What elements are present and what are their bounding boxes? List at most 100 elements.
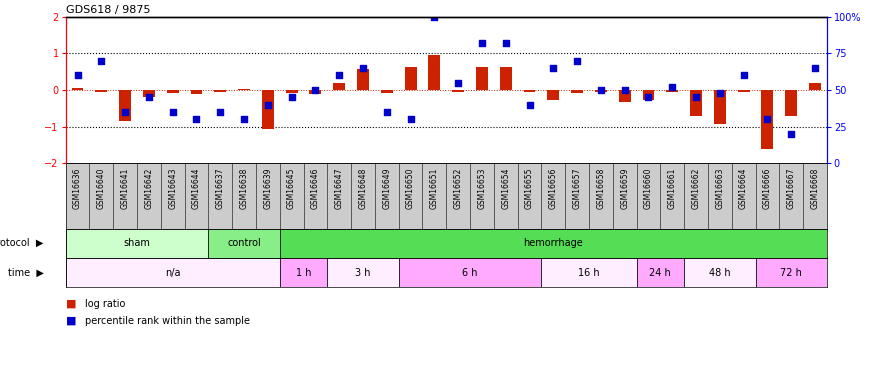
Text: GSM16657: GSM16657 <box>572 168 582 209</box>
Bar <box>690 90 702 116</box>
Text: GSM16646: GSM16646 <box>311 168 320 209</box>
Bar <box>72 88 83 90</box>
Bar <box>571 90 583 93</box>
Text: GSM16639: GSM16639 <box>263 168 272 209</box>
Text: GSM16649: GSM16649 <box>382 168 391 209</box>
Bar <box>785 90 797 116</box>
Bar <box>738 90 750 92</box>
Text: 24 h: 24 h <box>649 268 671 278</box>
Text: sham: sham <box>123 238 150 248</box>
Text: GSM16636: GSM16636 <box>73 168 82 209</box>
Text: 1 h: 1 h <box>296 268 311 278</box>
Text: protocol  ▶: protocol ▶ <box>0 238 44 248</box>
Point <box>332 72 346 78</box>
Bar <box>500 68 512 90</box>
Bar <box>404 68 416 90</box>
Bar <box>809 83 821 90</box>
Bar <box>714 90 725 124</box>
Point <box>546 65 560 71</box>
Text: log ratio: log ratio <box>85 299 125 309</box>
Point <box>713 90 727 96</box>
Point <box>165 109 179 115</box>
Bar <box>642 90 654 100</box>
Text: GSM16654: GSM16654 <box>501 168 510 209</box>
Text: GDS618 / 9875: GDS618 / 9875 <box>66 5 150 15</box>
Bar <box>399 258 542 287</box>
Point <box>570 58 584 64</box>
Text: GSM16648: GSM16648 <box>359 168 368 209</box>
Text: GSM16640: GSM16640 <box>97 168 106 209</box>
Point <box>618 87 632 93</box>
Text: percentile rank within the sample: percentile rank within the sample <box>85 316 250 326</box>
Point <box>737 72 751 78</box>
Text: GSM16656: GSM16656 <box>549 168 557 209</box>
Point <box>452 80 466 86</box>
Point <box>499 40 513 46</box>
Bar <box>542 258 637 287</box>
Point <box>427 14 441 20</box>
Text: 16 h: 16 h <box>578 268 599 278</box>
Bar <box>595 90 607 92</box>
Text: GSM16637: GSM16637 <box>216 168 225 209</box>
Text: 48 h: 48 h <box>709 268 731 278</box>
Text: hemorrhage: hemorrhage <box>523 238 583 248</box>
Text: GSM16652: GSM16652 <box>453 168 463 209</box>
Text: 6 h: 6 h <box>462 268 478 278</box>
Point <box>475 40 489 46</box>
Bar <box>761 90 774 149</box>
Point <box>71 72 85 78</box>
Text: GSM16663: GSM16663 <box>716 168 724 209</box>
Text: GSM16643: GSM16643 <box>168 168 177 209</box>
Point <box>284 94 298 100</box>
Bar <box>357 69 369 90</box>
Point <box>237 116 251 122</box>
Point <box>641 94 655 100</box>
Bar <box>452 90 464 92</box>
Text: GSM16644: GSM16644 <box>192 168 201 209</box>
Bar <box>167 90 178 93</box>
Point <box>380 109 394 115</box>
Bar <box>119 90 131 121</box>
Text: GSM16658: GSM16658 <box>597 168 605 209</box>
Bar <box>66 258 280 287</box>
Bar <box>310 90 321 94</box>
Text: GSM16659: GSM16659 <box>620 168 629 209</box>
Bar <box>755 258 827 287</box>
Point <box>689 94 703 100</box>
Text: control: control <box>228 238 261 248</box>
Point <box>403 116 417 122</box>
Bar <box>523 90 536 92</box>
Text: GSM16651: GSM16651 <box>430 168 439 209</box>
Point <box>94 58 108 64</box>
Point <box>665 84 679 90</box>
Bar <box>214 90 227 92</box>
Point <box>142 94 156 100</box>
Bar <box>95 90 108 92</box>
Text: GSM16666: GSM16666 <box>763 168 772 209</box>
Text: 72 h: 72 h <box>780 268 802 278</box>
Point <box>261 102 275 108</box>
Text: 3 h: 3 h <box>355 268 371 278</box>
Text: GSM16653: GSM16653 <box>478 168 487 209</box>
Text: n/a: n/a <box>164 268 180 278</box>
Text: GSM16645: GSM16645 <box>287 168 296 209</box>
Text: time  ▶: time ▶ <box>8 268 44 278</box>
Text: GSM16661: GSM16661 <box>668 168 676 209</box>
Bar <box>548 90 559 100</box>
Bar <box>191 90 202 94</box>
Bar <box>327 258 399 287</box>
Point <box>594 87 608 93</box>
Bar <box>476 68 488 90</box>
Bar <box>238 89 250 90</box>
Point <box>808 65 822 71</box>
Bar <box>285 90 298 93</box>
Text: GSM16667: GSM16667 <box>787 168 795 209</box>
Point <box>214 109 228 115</box>
Bar <box>684 258 755 287</box>
Bar <box>280 229 827 258</box>
Text: GSM16660: GSM16660 <box>644 168 653 209</box>
Point <box>190 116 204 122</box>
Bar <box>666 90 678 92</box>
Point <box>356 65 370 71</box>
Point <box>308 87 322 93</box>
